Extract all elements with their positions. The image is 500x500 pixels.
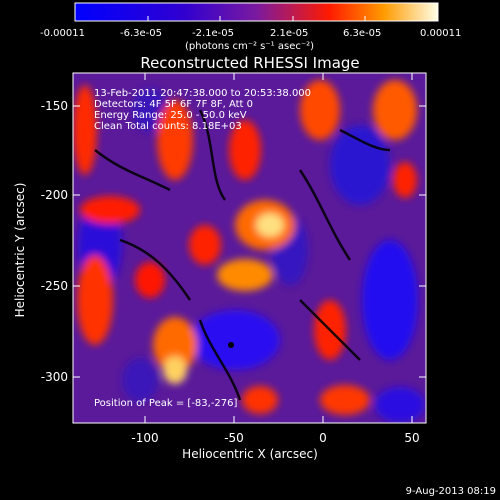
colorbar-tick-label: -6.3e-05 — [120, 28, 162, 39]
colorbar-tick-label: 6.3e-05 — [343, 28, 381, 39]
colorbar-tick-label: -0.00011 — [40, 28, 85, 39]
axis-ticks — [73, 73, 426, 423]
y-axis-label: Heliocentric Y (arcsec) — [13, 183, 27, 318]
x-tick-label: -50 — [224, 431, 244, 445]
info-box: 13-Feb-2011 20:47:38.000 to 20:53:38.000… — [94, 88, 311, 132]
y-tick-label: -200 — [41, 188, 68, 202]
x-axis-label: Heliocentric X (arcsec) — [182, 447, 318, 461]
colorbar-tick-label: 0.00011 — [420, 28, 461, 39]
info-line: Energy Range: 25.0 - 50.0 keV — [94, 110, 247, 121]
timestamp: 9-Aug-2013 08:19 — [406, 486, 496, 497]
y-tick-label: -250 — [41, 279, 68, 293]
y-tick-label: -300 — [41, 370, 68, 384]
y-tick-label: -150 — [41, 99, 68, 113]
plot-frame — [72, 72, 427, 424]
x-tick-label: 0 — [319, 431, 327, 445]
colorbar-tick-label: -2.1e-05 — [192, 28, 234, 39]
info-line: 13-Feb-2011 20:47:38.000 to 20:53:38.000 — [94, 88, 311, 99]
colorbar-tick-label: 2.1e-05 — [270, 28, 308, 39]
x-tick-label: 50 — [404, 431, 419, 445]
peak-marker — [228, 342, 234, 348]
colorbar-ticks — [74, 16, 439, 21]
colorbar — [74, 2, 439, 22]
peak-position-label: Position of Peak = [-83,-276] — [94, 398, 238, 409]
info-line: Detectors: 4F 5F 6F 7F 8F, Att 0 — [94, 99, 253, 110]
colorbar-unit-label: (photons cm⁻² s⁻¹ asec⁻²) — [185, 41, 314, 52]
plot-title: Reconstructed RHESSI Image — [140, 54, 359, 72]
x-tick-label: -100 — [131, 431, 158, 445]
info-line: Clean Total counts: 8.18E+03 — [94, 121, 242, 132]
rhessi-image — [73, 73, 426, 423]
